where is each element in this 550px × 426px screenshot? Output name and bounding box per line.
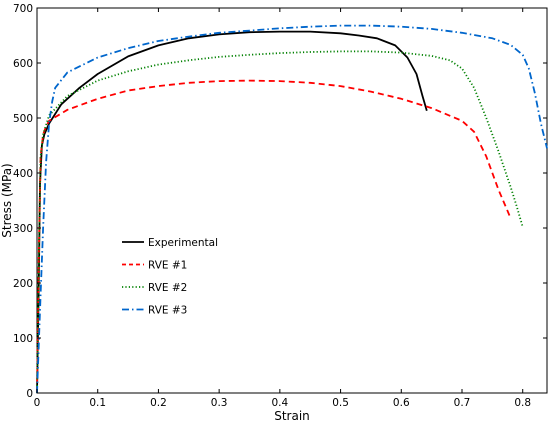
y-tick-label: 100	[13, 333, 33, 345]
y-tick-label: 300	[13, 223, 33, 235]
y-tick-label: 200	[13, 278, 33, 290]
x-tick-label: 0.7	[454, 397, 471, 409]
y-tick-label: 400	[13, 168, 33, 180]
legend-label-1: Experimental	[148, 237, 218, 249]
legend-label-4: RVE #3	[148, 305, 187, 317]
legend-label-2: RVE #1	[148, 260, 187, 272]
x-tick-label: 0.3	[211, 397, 228, 409]
series-layer	[36, 24, 548, 394]
plot-area: 0 0.1 0.2 0.3 0.4 0.5 0.6 0.7 0.8 0 100 200 300 400 50…	[13, 3, 548, 409]
series-line-4	[36, 24, 548, 394]
x-tick-label: 0.6	[393, 397, 410, 409]
series-line-2	[36, 79, 512, 394]
legend: Experimental RVE #1 RVE #2 RVE #3	[122, 237, 218, 317]
y-tick-label: 500	[13, 113, 33, 125]
x-tick-label: 0.8	[514, 397, 531, 409]
x-tick-label: 0.1	[89, 397, 106, 409]
series-line-1	[36, 30, 428, 394]
ticks-layer: 0 0.1 0.2 0.3 0.4 0.5 0.6 0.7 0.8 0 100 200 300 400 50…	[13, 3, 547, 409]
x-tick-label: 0.2	[150, 397, 167, 409]
legend-label-3: RVE #2	[148, 282, 187, 294]
x-tick-label: 0.4	[272, 397, 289, 409]
y-tick-label: 700	[13, 3, 33, 15]
x-tick-label: 0	[34, 397, 41, 409]
plot-frame	[36, 7, 548, 394]
x-axis-label: Strain	[274, 409, 310, 423]
x-tick-label: 0.5	[332, 397, 349, 409]
series-line-3	[36, 50, 524, 394]
y-tick-label: 0	[26, 388, 33, 400]
y-tick-label: 600	[13, 58, 33, 70]
y-axis-label: Stress (MPa)	[0, 163, 14, 237]
